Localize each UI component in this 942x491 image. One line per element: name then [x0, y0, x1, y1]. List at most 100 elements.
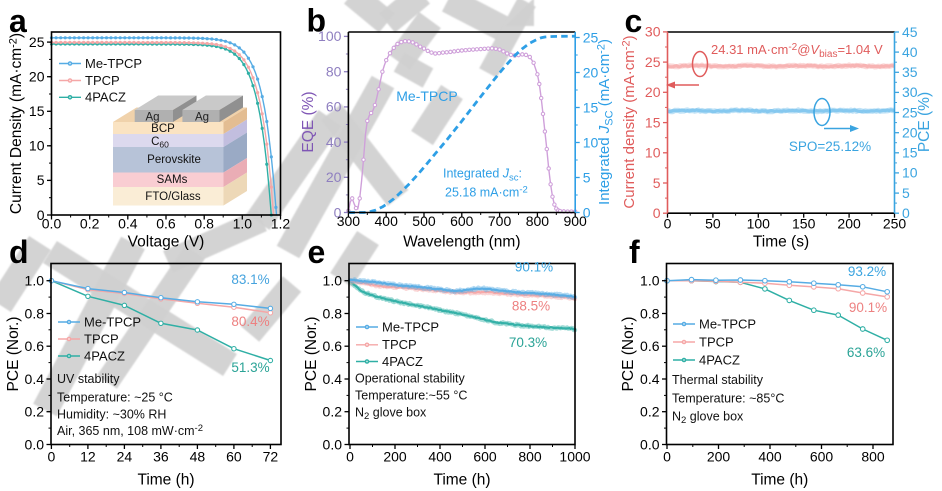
svg-text:4PACZ: 4PACZ — [699, 352, 740, 367]
svg-text:0.0: 0.0 — [640, 436, 660, 452]
svg-text:Time (h): Time (h) — [433, 472, 490, 489]
svg-text:0: 0 — [48, 449, 56, 465]
svg-text:1000: 1000 — [559, 449, 590, 465]
svg-text:Thermal stability: Thermal stability — [672, 373, 764, 387]
svg-text:Ag: Ag — [195, 112, 209, 124]
svg-text:0: 0 — [334, 204, 342, 220]
svg-text:600: 600 — [450, 213, 474, 229]
svg-text:e: e — [308, 234, 326, 270]
svg-text:0.6: 0.6 — [323, 338, 343, 354]
svg-text:600: 600 — [810, 449, 834, 465]
svg-text:15: 15 — [583, 99, 599, 115]
svg-text:90.1%: 90.1% — [515, 260, 553, 275]
svg-text:20: 20 — [583, 64, 599, 80]
svg-text:b: b — [307, 3, 327, 39]
svg-text:0: 0 — [902, 205, 910, 221]
svg-text:Time (h): Time (h) — [137, 472, 194, 489]
svg-text:60: 60 — [226, 449, 242, 465]
svg-text:80.4%: 80.4% — [231, 314, 269, 329]
svg-text:0.6: 0.6 — [156, 215, 176, 231]
svg-text:0.6: 0.6 — [25, 338, 45, 354]
svg-text:4PACZ: 4PACZ — [85, 90, 126, 105]
svg-text:50: 50 — [705, 216, 721, 232]
svg-text:Integrated Jsc:: Integrated Jsc: — [443, 167, 522, 184]
svg-text:TPCP: TPCP — [85, 73, 120, 88]
svg-text:200: 200 — [383, 449, 407, 465]
svg-text:Operational stability: Operational stability — [355, 372, 466, 386]
svg-text:200: 200 — [837, 216, 861, 232]
svg-text:72: 72 — [263, 449, 279, 465]
svg-text:TPCP: TPCP — [382, 337, 417, 352]
svg-text:88.5%: 88.5% — [512, 299, 550, 314]
svg-text:1.0: 1.0 — [233, 215, 253, 231]
svg-text:20: 20 — [29, 68, 45, 84]
svg-text:PCE (Nor.): PCE (Nor.) — [620, 317, 637, 392]
svg-text:0: 0 — [37, 207, 45, 223]
svg-text:Time (s): Time (s) — [753, 234, 809, 251]
svg-text:500: 500 — [412, 213, 436, 229]
svg-text:f: f — [629, 234, 640, 270]
svg-text:100: 100 — [747, 216, 771, 232]
svg-text:0.8: 0.8 — [640, 305, 660, 321]
svg-text:Current Density (mA·cm-2): Current Density (mA·cm-2) — [8, 33, 26, 214]
svg-text:4PACZ: 4PACZ — [84, 348, 125, 363]
svg-text:1.0: 1.0 — [323, 273, 343, 289]
svg-text:Me-TPCP: Me-TPCP — [382, 319, 439, 334]
svg-text:0: 0 — [346, 449, 354, 465]
svg-text:Me-TPCP: Me-TPCP — [396, 88, 457, 104]
svg-text:800: 800 — [518, 449, 542, 465]
svg-text:FTO/Glass: FTO/Glass — [145, 191, 201, 203]
svg-text:25: 25 — [645, 54, 661, 70]
svg-text:30: 30 — [902, 84, 918, 100]
svg-text:0.0: 0.0 — [25, 436, 45, 452]
svg-text:90.1%: 90.1% — [849, 300, 887, 315]
svg-text:400: 400 — [428, 449, 452, 465]
svg-text:Integrated JSC (mA·cm-2): Integrated JSC (mA·cm-2) — [596, 39, 616, 205]
svg-text:35: 35 — [902, 64, 918, 80]
svg-text:UV stability: UV stability — [57, 372, 120, 386]
svg-text:1.2: 1.2 — [271, 215, 291, 231]
svg-text:60: 60 — [326, 99, 342, 115]
svg-text:Air, 365 nm, 108 mW·cm-2: Air, 365 nm, 108 mW·cm-2 — [57, 423, 203, 438]
svg-text:93.2%: 93.2% — [848, 264, 886, 279]
svg-text:Perovskite: Perovskite — [147, 154, 201, 166]
svg-text:10: 10 — [583, 134, 599, 150]
svg-text:Humidity: ~30% RH: Humidity: ~30% RH — [57, 408, 166, 422]
svg-text:30: 30 — [645, 24, 661, 40]
svg-text:20: 20 — [326, 169, 342, 185]
svg-text:Me-TPCP: Me-TPCP — [699, 316, 756, 331]
svg-text:10: 10 — [29, 138, 45, 154]
svg-text:800: 800 — [526, 213, 550, 229]
svg-text:700: 700 — [488, 213, 512, 229]
svg-text:0.2: 0.2 — [25, 404, 45, 420]
svg-text:TPCP: TPCP — [699, 334, 734, 349]
svg-text:PCE (Nor.): PCE (Nor.) — [5, 317, 22, 392]
svg-text:0: 0 — [664, 216, 672, 232]
svg-text:Me-TPCP: Me-TPCP — [84, 314, 141, 329]
svg-text:150: 150 — [792, 216, 816, 232]
svg-text:24.31 mA·cm-2@Vbias=1.04 V: 24.31 mA·cm-2@Vbias=1.04 V — [711, 42, 883, 60]
svg-text:10: 10 — [645, 145, 661, 161]
svg-text:Temperature: ~85°C: Temperature: ~85°C — [672, 392, 784, 406]
svg-text:N2 glove box: N2 glove box — [355, 406, 427, 423]
svg-text:SAMs: SAMs — [157, 174, 188, 186]
svg-text:15: 15 — [902, 145, 918, 161]
svg-text:400: 400 — [375, 213, 399, 229]
svg-text:5: 5 — [902, 185, 910, 201]
svg-text:25: 25 — [583, 29, 599, 45]
svg-text:0.8: 0.8 — [194, 215, 214, 231]
svg-text:20: 20 — [645, 84, 661, 100]
svg-text:51.3%: 51.3% — [231, 360, 269, 375]
svg-text:400: 400 — [758, 449, 782, 465]
svg-text:70.3%: 70.3% — [509, 335, 547, 350]
svg-text:0.4: 0.4 — [640, 371, 660, 387]
svg-text:1.0: 1.0 — [640, 273, 660, 289]
svg-text:0.2: 0.2 — [323, 404, 343, 420]
svg-text:83.1%: 83.1% — [231, 272, 269, 287]
svg-text:Time (h): Time (h) — [751, 472, 808, 489]
svg-text:10: 10 — [902, 165, 918, 181]
svg-text:Current density (mA·cm-2): Current density (mA·cm-2) — [621, 35, 639, 208]
svg-text:25: 25 — [29, 34, 45, 50]
svg-text:TPCP: TPCP — [84, 331, 119, 346]
svg-text:63.6%: 63.6% — [847, 345, 885, 360]
